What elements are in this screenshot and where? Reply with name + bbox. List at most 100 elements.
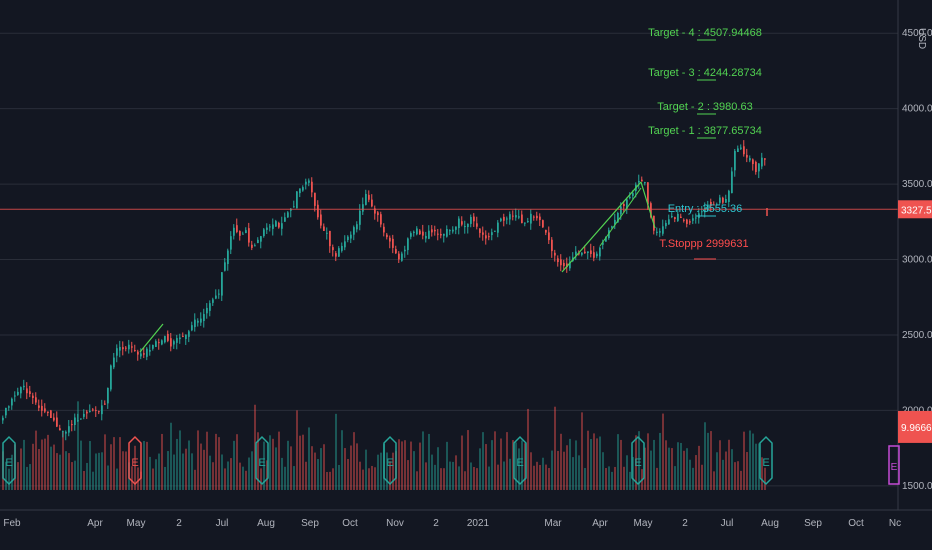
volume-bar [665,440,667,490]
candle-body [431,229,433,233]
earnings-marker[interactable]: E [2,435,16,486]
volume-bar [152,468,154,490]
candle-body [386,234,388,238]
volume-bar [689,459,691,490]
candle-body [416,228,418,235]
volume-bar [107,465,109,490]
candle-body [173,341,175,345]
candle-body [281,223,283,229]
target-label: Target - 4 : 4507.94468 [648,27,762,39]
volume-bar [80,440,82,490]
candle-body [749,158,751,161]
candle-body [449,230,451,232]
candle-body [131,346,133,348]
y-tick-label: 2000.00 [902,405,932,416]
candle-body [59,428,61,431]
earnings-marker-letter: E [386,457,393,469]
volume-bar [401,441,403,490]
candle-body [257,239,259,244]
earnings-marker[interactable]: E [383,435,397,486]
volume-bar [761,457,763,490]
volume-bar [521,440,523,490]
volume-bar [149,456,151,490]
candle-body [332,247,334,251]
candle-body [674,217,676,220]
volume-bar [485,444,487,490]
candle-body [614,219,616,225]
x-tick-label: Jul [721,518,734,529]
candle-body [419,230,421,235]
candle-body [581,252,583,255]
candle-body [137,351,139,355]
volume-bar [236,434,238,490]
candle-body [758,163,760,172]
trend-line [561,181,642,273]
volume-bar [347,458,349,490]
x-tick-label: 2 [682,518,688,529]
volume-bar [197,430,199,490]
volume-bar [719,440,721,490]
earnings-marker[interactable]: E [631,435,645,486]
candle-body [743,146,745,155]
volume-bar [344,448,346,490]
candle-body [542,220,544,228]
volume-bar [155,459,157,490]
event-axis-letter: E [891,462,898,473]
candle-body [185,334,187,339]
candle-body [95,409,97,411]
volume-bar [671,448,673,490]
volume-bar [266,460,268,490]
volume-bar [203,449,205,490]
target-label: Target - 3 : 4244.28734 [648,67,762,79]
candle-body [164,336,166,343]
price-axis[interactable]: 1500.00 2000.00 2500.00 3000.00 3500.00 4000.… [888,0,932,510]
volume-bar [215,433,217,490]
volume-bar [740,470,742,490]
candle-body [554,252,556,256]
time-axis[interactable]: Feb Apr May 2 Jul Aug Sep Oct Nov 2 2021 Mar Apr May 2… [0,509,932,529]
annotations-layer: Target - 4 : 4507.94468 Target - 3 : 4244… [0,27,898,353]
earnings-marker[interactable]: E [513,435,527,486]
volume-bar [50,446,52,490]
volume-bar [563,451,565,490]
earnings-marker-outline [383,435,397,486]
volume-bar [728,439,730,490]
candle-body [200,318,202,323]
volume-bar [65,451,67,490]
candle-body [182,335,184,337]
earnings-marker[interactable]: E [759,435,773,486]
volume-bar [281,457,283,490]
candle-body [206,307,208,314]
candle-body [452,229,454,232]
volume-bar [449,461,451,490]
volume-bar [677,442,679,490]
candle-body [533,216,535,218]
volume-bar [515,442,517,490]
candle-body [77,420,79,422]
earnings-marker-outline [128,435,142,486]
candle-body [374,208,376,214]
volume-bar [491,440,493,490]
candle-body [122,347,124,350]
volume-bar [323,444,325,490]
earnings-marker-letter: E [762,457,769,469]
x-tick-label: 2021 [467,518,490,529]
earnings-marker-letter: E [516,457,523,469]
candle-body [680,216,682,218]
candle-body [2,417,4,421]
volume-bar [251,451,253,490]
candle-body [23,385,25,388]
earnings-marker[interactable]: E [128,435,142,486]
candle-body [713,204,715,206]
volume-bar [446,441,448,490]
earnings-marker[interactable]: E [255,435,269,486]
candle-body [287,212,289,218]
candle-body [176,338,178,343]
candle-body [212,299,214,303]
volume-bar [743,431,745,490]
volume-bar [500,438,502,490]
candle-body [545,229,547,233]
